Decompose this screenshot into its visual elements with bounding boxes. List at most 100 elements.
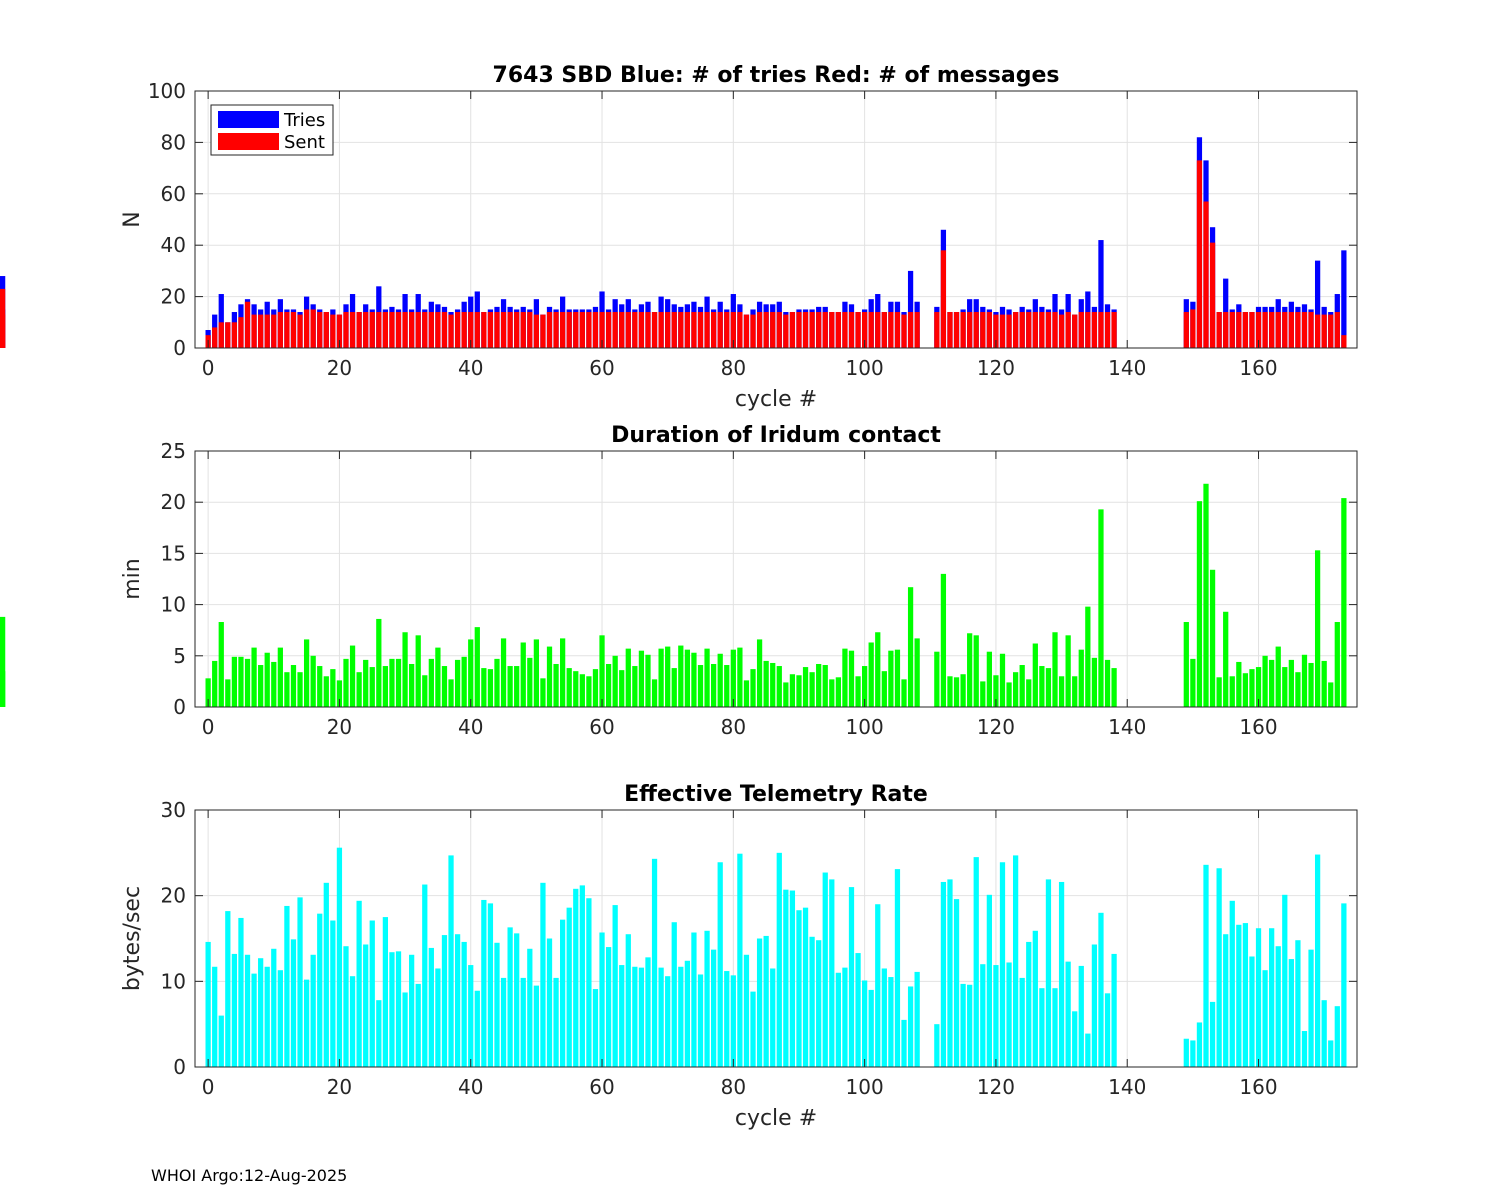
- bar: [986, 651, 992, 707]
- bar: [1229, 900, 1235, 1067]
- bar-sent: [382, 312, 389, 348]
- bar-sent: [711, 312, 717, 348]
- bar-sent: [225, 322, 231, 348]
- bar: [1314, 854, 1321, 1067]
- bar: [993, 675, 999, 707]
- bar: [599, 635, 605, 707]
- bar-sent: [763, 312, 769, 348]
- bar: [1045, 668, 1052, 707]
- bar: [1058, 676, 1065, 707]
- bar: [1058, 881, 1065, 1067]
- x-tick-label: 60: [589, 1075, 614, 1099]
- bar: [395, 951, 402, 1067]
- bar: [553, 977, 559, 1067]
- bar: [487, 669, 494, 707]
- bar: [776, 852, 782, 1067]
- bar: [284, 672, 290, 707]
- y-tick-label: 0: [173, 695, 186, 719]
- bar: [802, 907, 809, 1067]
- bar: [947, 879, 953, 1067]
- bar: [1111, 953, 1117, 1067]
- bar: [881, 968, 887, 1067]
- bar: [901, 679, 907, 707]
- bar: [960, 983, 966, 1067]
- bar-sent: [1111, 312, 1117, 348]
- bar-sent: [520, 312, 526, 348]
- bar: [1269, 928, 1275, 1067]
- x-tick-label: 0: [202, 1075, 215, 1099]
- bar: [822, 872, 828, 1067]
- bar-sent: [605, 312, 612, 348]
- bar: [376, 1000, 382, 1067]
- bar-sent: [1223, 312, 1229, 348]
- bar: [481, 899, 487, 1067]
- x-tick-label: 80: [721, 1075, 746, 1099]
- bar: [225, 679, 231, 707]
- bar: [1321, 1000, 1327, 1067]
- bar: [1314, 550, 1321, 707]
- bar: [1334, 1006, 1340, 1067]
- bar: [1091, 657, 1098, 707]
- bar: [763, 935, 769, 1067]
- bar: [848, 650, 855, 707]
- bar-sent: [717, 312, 723, 348]
- bar: [244, 954, 251, 1067]
- bar-sent: [894, 312, 901, 348]
- bar: [934, 1024, 940, 1067]
- bar: [369, 667, 375, 707]
- bar: [665, 646, 671, 707]
- bar-sent: [441, 312, 448, 348]
- bar-sent: [980, 312, 986, 348]
- bar: [330, 920, 336, 1067]
- bar-sent: [967, 312, 973, 348]
- bar-sent: [494, 312, 500, 348]
- bar: [1209, 569, 1216, 707]
- x-tick-label: 80: [721, 356, 746, 380]
- bar-sent: [297, 314, 303, 348]
- bar: [514, 666, 520, 707]
- bar-sent: [1078, 312, 1084, 348]
- bar: [632, 966, 638, 1067]
- bar: [914, 638, 920, 707]
- bar: [1288, 659, 1294, 707]
- bar-sent: [389, 312, 395, 348]
- chart-title: Effective Telemetry Rate: [624, 782, 928, 807]
- bar: [848, 887, 855, 1067]
- bar: [592, 669, 599, 707]
- bar: [1236, 661, 1242, 707]
- bar: [1308, 662, 1314, 707]
- bar: [487, 903, 494, 1067]
- bar: [802, 667, 809, 707]
- x-tick-label: 160: [1239, 1075, 1277, 1099]
- bar: [330, 669, 336, 707]
- bar-sent: [776, 312, 782, 348]
- bar: [658, 648, 664, 707]
- bar: [625, 648, 631, 707]
- bar: [310, 655, 316, 707]
- bar-sent: [881, 312, 887, 348]
- bar: [586, 898, 592, 1067]
- bar: [612, 655, 618, 707]
- bar: [435, 968, 441, 1067]
- bar-sent: [402, 312, 408, 348]
- bar-sent: [651, 312, 658, 348]
- bar: [835, 972, 841, 1067]
- bar-sent: [1236, 312, 1242, 348]
- bar-sent: [422, 312, 428, 348]
- bar: [1111, 668, 1117, 707]
- y-axis-label: bytes/sec: [120, 886, 145, 991]
- bar: [605, 663, 612, 707]
- bar: [428, 947, 434, 1067]
- bar: [284, 905, 290, 1067]
- bar-sent: [461, 312, 467, 348]
- bar-sent: [1295, 312, 1301, 348]
- bar: [947, 676, 953, 707]
- y-tick-label: 30: [161, 798, 186, 822]
- bar-sent: [330, 314, 336, 348]
- y-tick-label: 40: [161, 233, 186, 257]
- x-tick-label: 120: [977, 1075, 1015, 1099]
- bar: [1032, 930, 1038, 1067]
- bar: [704, 930, 710, 1067]
- bar-sent: [218, 322, 224, 348]
- bar-sent: [756, 312, 763, 348]
